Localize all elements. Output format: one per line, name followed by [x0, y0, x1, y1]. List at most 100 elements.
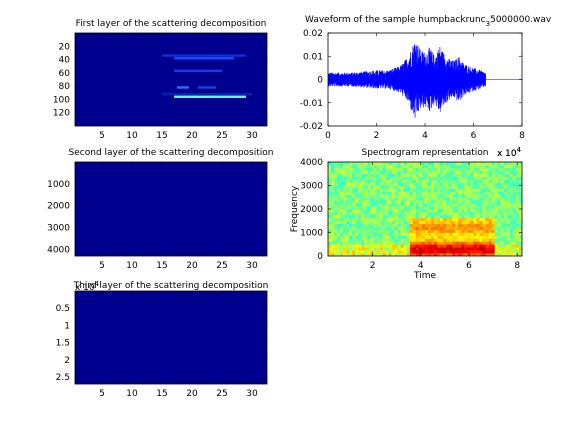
y-tick-label: 2000 — [47, 202, 70, 212]
spectrogram-cell — [331, 250, 335, 254]
spectrogram-cell — [506, 182, 511, 186]
spectrogram-cell — [385, 238, 390, 242]
exponent-power: 4 — [517, 146, 522, 154]
spectrogram-cell — [491, 250, 496, 254]
spectrogram-cell — [503, 244, 508, 248]
spectrogram-cell — [467, 200, 471, 204]
spectrogram-cell — [470, 209, 474, 213]
spectrogram-cell — [406, 162, 411, 166]
y-tick-label: 0.01 — [303, 52, 323, 62]
spectrogram-cell — [334, 197, 338, 201]
spectrogram-cell — [431, 164, 435, 169]
spectrogram-cell — [458, 220, 462, 225]
spectrogram-cell — [470, 173, 474, 178]
spectrogram-cell — [428, 223, 432, 228]
spectrogram-cell — [343, 197, 347, 201]
spectrogram-cell — [434, 247, 438, 251]
spectrogram-cell — [488, 244, 493, 248]
spectrogram-cell — [506, 235, 511, 239]
spectrogram-cell — [443, 253, 447, 256]
spectrogram-cell — [458, 244, 462, 248]
spectrogram-cell — [394, 241, 399, 245]
spectrogram-cell — [443, 209, 447, 213]
spectrogram-cell — [440, 188, 444, 192]
spectrogram-cell — [482, 247, 487, 251]
spectrogram-cell — [385, 185, 390, 189]
spectrogram-cell — [473, 206, 477, 210]
spectrogram-cell — [358, 173, 362, 178]
spectrogram-cell — [473, 223, 477, 228]
spectrogram-cell — [428, 253, 432, 256]
spectrogram-cell — [470, 226, 474, 230]
spectrogram-cell — [500, 220, 505, 225]
spectrogram-cell — [458, 188, 462, 192]
spectrogram-cell — [334, 217, 338, 222]
spectrogram-cell — [452, 188, 456, 192]
spectrogram-cell — [409, 217, 414, 222]
spectrogram-cell — [488, 164, 493, 169]
spectrogram-cell — [449, 170, 453, 175]
spectrogram-cell — [485, 200, 490, 204]
spectrogram-cell — [452, 226, 456, 230]
spectrogram-cell — [412, 182, 417, 186]
spectrogram-cell — [370, 191, 374, 195]
spectrogram-cell — [494, 217, 499, 222]
spectrogram-cell — [379, 220, 383, 225]
spectrogram-cell — [373, 179, 377, 183]
spectrogram-cell — [379, 238, 383, 242]
spectrogram-cell — [394, 203, 399, 207]
spectrogram-cell — [491, 173, 496, 178]
spectrogram-cell — [461, 223, 465, 228]
spectrogram-cell — [488, 238, 493, 242]
spectrogram-cell — [488, 197, 493, 201]
spectrogram-cell — [473, 244, 477, 248]
spectrogram-cell — [479, 170, 483, 175]
spectrogram-cell — [449, 217, 453, 222]
spectrogram-cell — [334, 191, 338, 195]
spectrogram-cell — [394, 214, 399, 219]
spectrogram-cell — [400, 214, 405, 219]
y-tick-label: 60 — [59, 69, 71, 79]
spectrogram-cell — [449, 253, 453, 256]
spectrogram-cell — [512, 194, 517, 198]
spectrogram-cell — [382, 209, 386, 213]
spectrogram-cell — [515, 164, 520, 169]
spectrogram-cell — [418, 209, 423, 213]
spectrogram-cell — [491, 197, 496, 201]
spectrogram-cell — [403, 253, 408, 256]
spectrogram-cell — [421, 188, 426, 192]
spectrogram-cell — [431, 194, 435, 198]
spectrogram-cell — [355, 232, 359, 236]
spectrogram-cell — [415, 238, 420, 242]
spectrogram-cell — [506, 209, 511, 213]
spectrogram-cell — [415, 209, 420, 213]
spectrogram-cell — [473, 211, 477, 216]
spectrogram-cell — [352, 176, 356, 181]
spectrogram-cell — [476, 164, 480, 169]
spectrogram-cell — [355, 167, 359, 172]
spectrogram-cell — [428, 214, 432, 219]
spectrogram-cell — [397, 197, 402, 201]
spectrogram-cell — [382, 200, 386, 204]
spectrogram-cell — [334, 200, 338, 204]
spectrogram-cell — [458, 253, 462, 256]
spectrogram-cell — [434, 179, 438, 183]
spectrogram-cell — [349, 211, 353, 216]
spectrogram-cell — [425, 203, 429, 207]
spectrogram-cell — [431, 247, 435, 251]
spectrogram-cell — [446, 170, 450, 175]
spectrogram-cell — [479, 238, 483, 242]
spectrogram-cell — [361, 226, 365, 230]
spectrogram-cell — [518, 217, 522, 222]
spectrogram-cell — [482, 200, 487, 204]
spectrogram-cell — [503, 164, 508, 169]
spectrogram-cell — [506, 250, 511, 254]
spectrogram-cell — [497, 206, 502, 210]
spectrogram-cell — [476, 241, 480, 245]
spectrogram-cell — [379, 211, 383, 216]
spectrogram-cell — [376, 206, 380, 210]
spectrogram-cell — [367, 188, 371, 192]
x-tick-label: 10 — [126, 389, 138, 399]
spectrogram-cell — [337, 211, 341, 216]
